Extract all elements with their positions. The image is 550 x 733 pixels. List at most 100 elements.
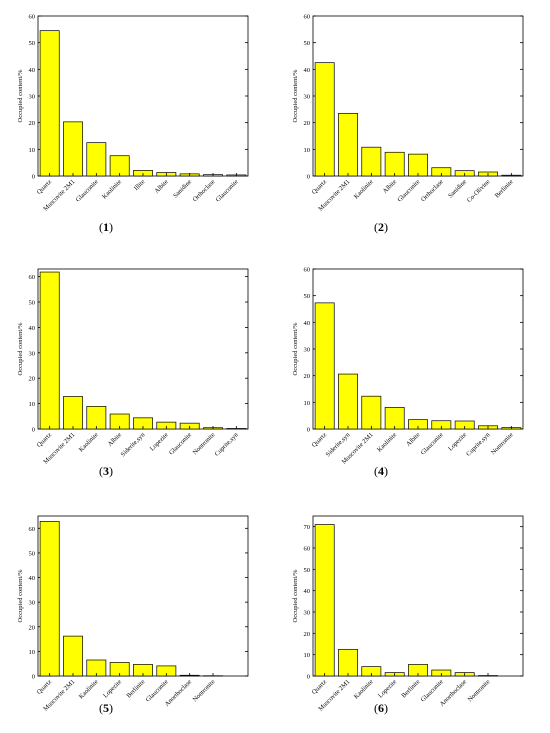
y-axis-label: Occupied content/% <box>17 569 24 622</box>
y-tick-label: 40 <box>29 67 36 74</box>
y-tick-label: 30 <box>304 94 311 101</box>
caption-paren: ) <box>109 220 113 234</box>
y-tick-label: 60 <box>304 546 311 553</box>
y-tick-label: 50 <box>304 40 311 47</box>
panel-caption: (5) <box>86 701 126 716</box>
y-tick-label: 10 <box>304 652 311 659</box>
y-tick-label: 0 <box>32 674 35 681</box>
x-tick-label: Glauconite <box>168 431 193 456</box>
x-tick-label: Albite <box>405 431 422 448</box>
x-tick-label: Quartz <box>36 678 54 696</box>
x-tick-label: Nontronite <box>192 678 217 703</box>
caption-paren: ) <box>384 220 388 234</box>
x-tick-label: Quartz <box>36 431 54 449</box>
y-tick-label: 20 <box>304 373 311 380</box>
y-tick-label: 60 <box>29 526 36 533</box>
y-tick-label: 0 <box>32 427 35 434</box>
y-tick-label: 30 <box>304 347 311 354</box>
chart-panel-2: 0 10 20 30 40 50 60 Occupied content/% Quartz Mus… <box>289 5 539 220</box>
x-tick-label: Glauconite <box>420 431 445 456</box>
chart-panel-3: 0 10 20 30 40 50 60 Occupied content/% Quartz Mus… <box>14 258 264 473</box>
x-tick-label: Glauconite <box>75 178 100 203</box>
y-tick-label: 20 <box>29 624 36 631</box>
bar-glauconite <box>408 153 428 177</box>
y-tick-label: 60 <box>304 267 311 274</box>
y-tick-label: 50 <box>304 567 311 574</box>
y-axis-label: Occupied content/% <box>17 69 24 122</box>
y-tick-label: 60 <box>304 14 311 21</box>
caption-paren: ( <box>374 464 378 478</box>
bar-siderite-syn <box>338 373 358 430</box>
y-tick-label: 10 <box>304 147 311 154</box>
y-tick-label: 20 <box>304 120 311 127</box>
x-tick-label: Lopezite <box>447 431 468 452</box>
y-tick-label: 50 <box>29 40 36 47</box>
y-tick-label: 0 <box>307 174 310 181</box>
y-axis-label: Occupied content/% <box>292 569 299 622</box>
y-tick-label: 30 <box>29 94 36 101</box>
bar-kaolinite <box>86 406 107 430</box>
x-tick-label: Lopezite <box>102 678 123 699</box>
y-tick-label: 60 <box>29 14 36 21</box>
x-tick-label: Illite <box>133 178 147 192</box>
bar-muscovite-2m1 <box>63 635 83 677</box>
caption-paren: ( <box>99 701 103 715</box>
x-tick-label: Sanidine <box>172 178 193 199</box>
x-tick-label: Cuprite,syn <box>465 431 492 458</box>
x-tick-label: Glauconite <box>396 178 421 203</box>
bar-muscovite-2m1 <box>338 648 358 677</box>
y-tick-label: 40 <box>29 575 36 582</box>
caption-paren: ) <box>384 701 388 715</box>
y-tick-label: 40 <box>304 67 311 74</box>
bar-muscovite-2m1 <box>63 121 83 177</box>
y-tick-label: 0 <box>307 427 310 434</box>
x-tick-label: Kaolinite <box>78 431 100 453</box>
x-tick-label: Albite <box>382 178 399 195</box>
panel-caption: (4) <box>361 464 401 479</box>
x-tick-label: Berlinite <box>494 178 515 199</box>
bar-glauconite <box>86 142 107 177</box>
y-axis-label: Occupied content/% <box>17 322 24 375</box>
panel-caption: (3) <box>86 464 126 479</box>
bar-kaolinite <box>361 146 382 177</box>
caption-paren: ( <box>374 220 378 234</box>
x-tick-label: Co-Olivine <box>466 178 492 204</box>
panel-caption: (6) <box>361 701 401 716</box>
y-axis-label: Occupied content/% <box>292 69 299 122</box>
y-tick-label: 50 <box>29 300 36 307</box>
x-tick-label: Kaolinite <box>353 178 375 200</box>
y-tick-label: 0 <box>307 674 310 681</box>
y-tick-label: 40 <box>304 320 311 327</box>
x-tick-label: Sanidine <box>447 178 468 199</box>
y-axis-label: Occupied content/% <box>292 322 299 375</box>
x-tick-label: Glauconite <box>215 178 240 203</box>
x-tick-label: Orthoclase <box>420 178 445 203</box>
chart-panel-5: 0 10 20 30 40 50 60 Occupied content/% Quartz Mus… <box>14 505 264 720</box>
caption-paren: ( <box>99 220 103 234</box>
y-tick-label: 70 <box>304 524 311 531</box>
x-tick-label: Albite <box>153 178 170 195</box>
chart-panel-6: 0 10 20 30 40 50 60 70 Occupied content/% Quartz M… <box>289 505 539 720</box>
y-tick-label: 40 <box>29 325 36 332</box>
bar-muscovite-2m1 <box>338 112 358 177</box>
y-tick-label: 0 <box>32 174 35 181</box>
bar-quartz <box>314 302 335 430</box>
bar-kaolinite <box>384 407 405 430</box>
caption-paren: ( <box>374 701 378 715</box>
bar-kaolinite <box>109 155 130 177</box>
bar-quartz <box>39 521 60 677</box>
y-tick-label: 10 <box>304 400 311 407</box>
panel-caption: (1) <box>86 220 126 235</box>
bar-albite <box>384 151 405 177</box>
bar-quartz <box>39 30 60 177</box>
y-tick-label: 20 <box>304 631 311 638</box>
x-tick-label: Lopezite <box>149 431 170 452</box>
x-tick-label: Quartz <box>311 178 329 196</box>
x-tick-label: Orthoclase <box>192 178 217 203</box>
x-tick-label: Siderite,syn <box>120 431 147 458</box>
